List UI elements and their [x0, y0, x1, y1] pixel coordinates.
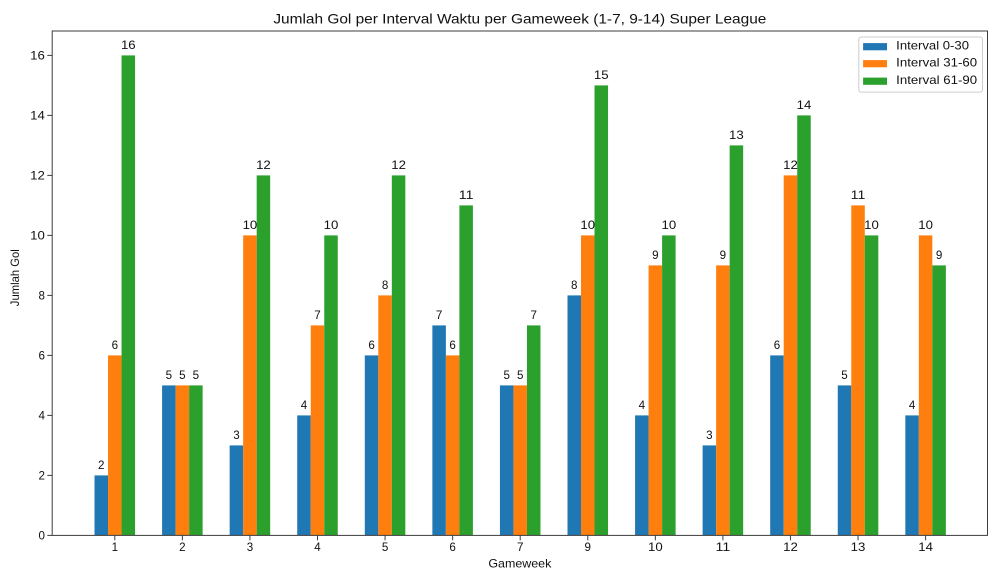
svg-text:9: 9	[652, 249, 658, 262]
svg-text:6: 6	[449, 339, 455, 352]
svg-text:10: 10	[580, 219, 595, 232]
svg-text:12: 12	[783, 159, 798, 172]
svg-text:7: 7	[314, 309, 320, 322]
svg-text:3: 3	[706, 429, 712, 442]
svg-text:5: 5	[517, 369, 523, 382]
svg-text:12: 12	[391, 159, 406, 172]
svg-text:0: 0	[38, 529, 44, 542]
svg-text:9: 9	[936, 249, 942, 262]
svg-text:10: 10	[864, 219, 879, 232]
svg-text:10: 10	[648, 541, 663, 554]
svg-text:13: 13	[851, 541, 866, 554]
svg-text:8: 8	[38, 289, 44, 302]
svg-text:11: 11	[851, 189, 866, 202]
svg-text:3: 3	[233, 429, 239, 442]
svg-text:5: 5	[179, 369, 185, 382]
svg-text:7: 7	[517, 541, 523, 554]
svg-text:15: 15	[594, 69, 609, 82]
svg-text:5: 5	[503, 369, 509, 382]
svg-text:6: 6	[38, 349, 44, 362]
svg-text:10: 10	[30, 229, 45, 242]
svg-text:2: 2	[98, 459, 104, 472]
svg-text:6: 6	[774, 339, 780, 352]
svg-text:Jumlah Gol per Interval Waktu: Jumlah Gol per Interval Waktu per Gamewe…	[273, 11, 766, 27]
svg-text:5: 5	[166, 369, 172, 382]
svg-text:4: 4	[301, 399, 308, 412]
svg-text:7: 7	[530, 309, 536, 322]
svg-text:14: 14	[797, 99, 812, 112]
svg-text:4: 4	[314, 541, 321, 554]
svg-text:11: 11	[716, 541, 731, 554]
svg-text:Interval 31-60: Interval 31-60	[896, 57, 977, 70]
svg-text:10: 10	[661, 219, 676, 232]
svg-text:10: 10	[324, 219, 339, 232]
svg-text:4: 4	[909, 399, 916, 412]
svg-text:Jumlah Gol: Jumlah Gol	[9, 249, 22, 306]
svg-text:14: 14	[30, 109, 45, 122]
svg-text:5: 5	[841, 369, 847, 382]
svg-text:6: 6	[449, 541, 455, 554]
svg-text:4: 4	[38, 409, 45, 422]
svg-text:12: 12	[783, 541, 798, 554]
svg-text:16: 16	[30, 49, 45, 62]
svg-text:14: 14	[918, 541, 933, 554]
svg-text:8: 8	[382, 279, 388, 292]
svg-text:4: 4	[639, 399, 646, 412]
svg-text:10: 10	[918, 219, 933, 232]
svg-text:16: 16	[121, 39, 136, 52]
svg-text:2: 2	[179, 541, 185, 554]
svg-text:13: 13	[729, 129, 744, 142]
svg-text:Interval 0-30: Interval 0-30	[896, 40, 969, 53]
svg-text:6: 6	[112, 339, 118, 352]
svg-text:3: 3	[247, 541, 253, 554]
svg-text:Gameweek: Gameweek	[488, 557, 551, 570]
svg-text:10: 10	[243, 219, 258, 232]
svg-text:5: 5	[193, 369, 199, 382]
svg-text:7: 7	[436, 309, 442, 322]
svg-text:9: 9	[585, 541, 591, 554]
svg-text:5: 5	[382, 541, 388, 554]
svg-text:6: 6	[368, 339, 374, 352]
svg-text:2: 2	[38, 469, 44, 482]
svg-text:12: 12	[30, 169, 45, 182]
svg-text:9: 9	[720, 249, 726, 262]
svg-text:8: 8	[571, 279, 577, 292]
svg-text:Interval 61-90: Interval 61-90	[896, 74, 977, 87]
svg-text:11: 11	[459, 189, 474, 202]
svg-text:1: 1	[112, 541, 118, 554]
svg-text:12: 12	[256, 159, 271, 172]
